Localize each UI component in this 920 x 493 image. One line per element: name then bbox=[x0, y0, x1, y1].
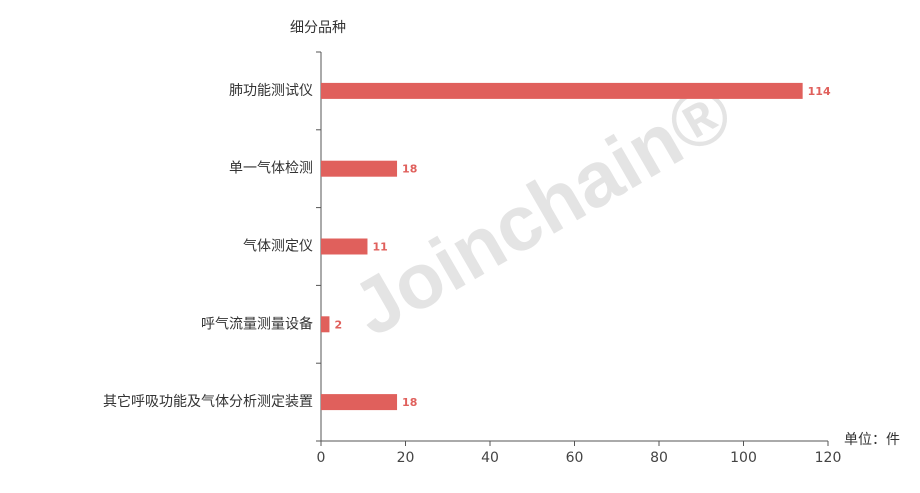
y-axis-title: 细分品种 bbox=[290, 20, 346, 36]
x-tick-label: 80 bbox=[650, 450, 668, 466]
y-tick-label: 单一气体检测 bbox=[229, 161, 313, 177]
bar bbox=[321, 394, 398, 411]
bar bbox=[321, 238, 368, 255]
x-tick-label: 40 bbox=[481, 450, 499, 466]
watermark: Joinchain® bbox=[337, 66, 746, 353]
y-tick-label: 气体测定仪 bbox=[243, 239, 313, 255]
value-label: 18 bbox=[402, 396, 417, 409]
x-tick-label: 60 bbox=[566, 450, 584, 466]
bar bbox=[321, 82, 803, 99]
y-tick-label: 呼气流量测量设备 bbox=[201, 315, 313, 332]
y-tick-label: 其它呼吸功能及气体分析测定装置 bbox=[103, 393, 313, 410]
x-tick-label: 20 bbox=[397, 450, 415, 466]
value-label: 114 bbox=[808, 85, 831, 98]
bar bbox=[321, 316, 330, 333]
x-tick-label: 0 bbox=[317, 450, 326, 466]
x-tick-label: 120 bbox=[815, 450, 842, 466]
y-tick-label: 肺功能测试仪 bbox=[229, 83, 313, 99]
unit-label: 单位：件 bbox=[844, 432, 900, 448]
value-label: 18 bbox=[402, 163, 417, 176]
value-label: 11 bbox=[372, 241, 387, 254]
value-label: 2 bbox=[334, 318, 342, 331]
x-tick-label: 100 bbox=[730, 450, 757, 466]
bar bbox=[321, 160, 398, 177]
